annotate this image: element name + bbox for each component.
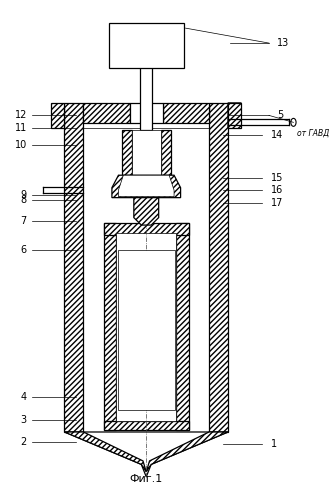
Polygon shape: [65, 432, 228, 477]
Polygon shape: [104, 222, 116, 430]
Text: 6: 6: [21, 245, 27, 255]
Polygon shape: [176, 222, 189, 430]
Text: 13: 13: [277, 38, 289, 48]
Polygon shape: [83, 103, 130, 123]
Polygon shape: [65, 103, 83, 432]
Polygon shape: [65, 432, 146, 472]
Polygon shape: [119, 175, 174, 197]
Polygon shape: [104, 222, 189, 235]
Text: 9: 9: [21, 190, 27, 200]
Polygon shape: [51, 103, 65, 128]
Bar: [118, 250, 175, 410]
Polygon shape: [122, 130, 131, 175]
Text: 4: 4: [21, 392, 27, 402]
Text: 11: 11: [14, 123, 27, 133]
Bar: [116, 232, 176, 420]
Text: 14: 14: [270, 130, 283, 140]
Bar: [130, 103, 163, 123]
Text: 15: 15: [270, 172, 283, 182]
Polygon shape: [161, 130, 171, 175]
Text: 5: 5: [277, 110, 283, 120]
Text: 2: 2: [20, 437, 27, 447]
Polygon shape: [146, 432, 228, 472]
Polygon shape: [228, 103, 241, 128]
Text: 8: 8: [21, 195, 27, 205]
Polygon shape: [112, 175, 180, 198]
Polygon shape: [163, 103, 209, 123]
Bar: [131, 130, 161, 175]
Text: 16: 16: [270, 185, 283, 195]
Polygon shape: [134, 198, 159, 225]
Text: 10: 10: [14, 140, 27, 150]
Polygon shape: [209, 103, 228, 432]
Polygon shape: [228, 103, 241, 128]
Polygon shape: [104, 420, 189, 430]
Text: 1: 1: [270, 440, 277, 450]
Text: Фиг.1: Фиг.1: [130, 474, 163, 484]
Text: 17: 17: [270, 198, 283, 207]
Text: 3: 3: [21, 414, 27, 424]
Text: от ГАВД: от ГАВД: [297, 128, 329, 138]
Bar: [109, 23, 184, 68]
Bar: [140, 33, 153, 130]
Text: 7: 7: [20, 216, 27, 226]
Text: 12: 12: [14, 110, 27, 120]
